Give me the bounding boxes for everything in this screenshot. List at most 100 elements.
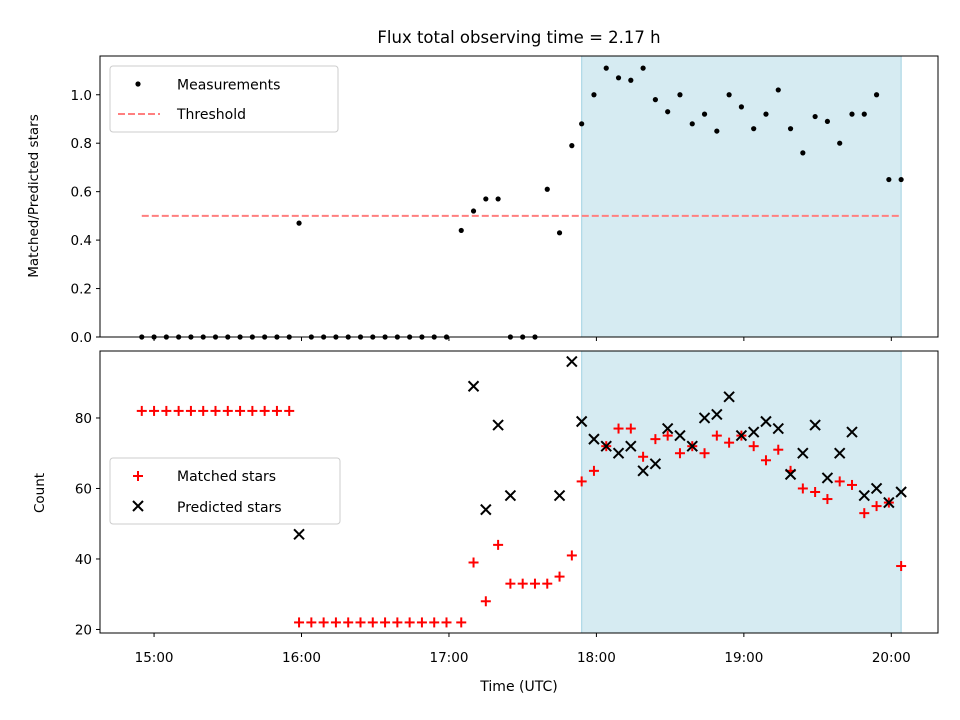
measurement-point [677, 92, 683, 98]
measurement-point [470, 208, 477, 214]
bottom-y-axis-label: Count [32, 473, 48, 513]
predicted-star-point [661, 422, 674, 435]
measurement-point [628, 77, 634, 83]
x-tick-label: 18:00 [577, 650, 616, 666]
matched-star-point [588, 465, 599, 476]
legend-threshold-label: Threshold [176, 107, 246, 123]
measurement-point [800, 150, 806, 156]
measurement-point [579, 121, 585, 127]
bottom-points-layer [136, 355, 907, 628]
matched-star-point [822, 494, 833, 505]
matched-star-point [161, 405, 172, 416]
matched-star-point [493, 539, 504, 550]
predicted-star-point [747, 426, 760, 438]
matched-star-point [173, 405, 184, 416]
bottom-y-axis: 20 40 60 80 [75, 411, 100, 638]
predicted-star-point [293, 528, 305, 541]
predicted-star-point [784, 468, 797, 481]
predicted-star-point [467, 380, 480, 392]
predicted-star-point [870, 482, 883, 495]
measurement-point [738, 104, 745, 110]
predicted-star-point [735, 429, 748, 442]
y-tick-label: 0.0 [71, 330, 92, 346]
predicted-star-point [492, 419, 504, 431]
matched-star-point [468, 557, 479, 568]
matched-star-point [871, 501, 882, 512]
y-tick-label: 0.6 [71, 185, 92, 201]
matched-star-point [810, 487, 821, 497]
predicted-star-point [711, 408, 723, 421]
matched-star-point [724, 437, 735, 448]
predicted-star-point [833, 447, 846, 459]
bottom-x-axis: 15:00 16:00 17:00 18:00 19:00 20:00 [135, 633, 911, 666]
predicted-star-point [674, 429, 686, 442]
matched-star-point [456, 617, 467, 628]
measurement-point [652, 97, 658, 103]
x-tick-label: 16:00 [282, 650, 321, 666]
matched-star-point [554, 571, 565, 582]
bottom-legend: Matched stars Predicted stars [109, 457, 341, 525]
top-legend: Measurements Threshold [109, 65, 339, 133]
measurement-point [483, 196, 489, 202]
measurement-point [544, 186, 550, 192]
predicted-star-point [858, 489, 870, 502]
matched-star-point [330, 617, 341, 628]
predicted-star-point [575, 415, 588, 428]
y-tick-label: 40 [75, 552, 92, 568]
measurement-point [775, 87, 781, 93]
predicted-star-point [760, 415, 772, 428]
matched-star-point [235, 405, 246, 416]
matched-star-point [505, 578, 516, 589]
top-highlight-layer [581, 56, 902, 337]
predicted-star-point [566, 355, 578, 368]
legend-predicted-label: Predicted stars [177, 500, 282, 516]
y-tick-label: 0.2 [71, 282, 92, 298]
matched-star-point [392, 617, 403, 628]
matched-star-point [149, 405, 160, 416]
top-legend-box [109, 65, 339, 133]
top-x-axis [153, 337, 892, 341]
matched-star-point [576, 476, 587, 487]
x-axis-label: Time (UTC) [479, 679, 557, 695]
matched-star-point [271, 405, 282, 416]
matched-star-point [441, 617, 452, 628]
y-tick-label: 0.4 [71, 233, 92, 249]
x-tick-label: 20:00 [872, 650, 911, 666]
predicted-star-point [723, 391, 735, 403]
measurement-point [886, 176, 892, 183]
bot-observing-window-span [581, 351, 902, 633]
predicted-star-point [698, 412, 711, 424]
predicted-star-point [649, 458, 662, 470]
matched-star-point [638, 451, 649, 462]
matched-star-point [136, 405, 147, 416]
y-tick-label: 60 [75, 481, 92, 497]
y-tick-label: 20 [75, 622, 92, 638]
matched-star-point [367, 617, 378, 628]
measurement-point [495, 196, 501, 202]
matched-star-point [517, 578, 528, 589]
matched-star-point [429, 617, 440, 628]
predicted-star-point [600, 440, 612, 452]
top-observing-window-span [581, 56, 902, 337]
matched-star-point [711, 430, 722, 441]
y-tick-label: 80 [75, 411, 92, 427]
matched-star-point [613, 423, 624, 434]
measurement-point [640, 65, 646, 71]
matched-star-point [650, 434, 661, 445]
predicted-star-point [612, 447, 625, 459]
measurement-point [296, 220, 302, 226]
predicted-star-point [480, 503, 492, 516]
predicted-star-point [772, 422, 784, 435]
top-plot-frame [99, 55, 939, 338]
predicted-star-point [883, 496, 895, 509]
matched-star-point [306, 617, 317, 628]
legend-matched-label: Matched stars [177, 469, 276, 485]
matched-star-point [259, 405, 270, 416]
predicted-star-point [895, 486, 907, 498]
bottom-highlight-layer [581, 351, 902, 633]
bottom-legend-box [109, 457, 341, 525]
legend-predicted-marker [132, 500, 144, 512]
matched-star-point [662, 430, 673, 441]
